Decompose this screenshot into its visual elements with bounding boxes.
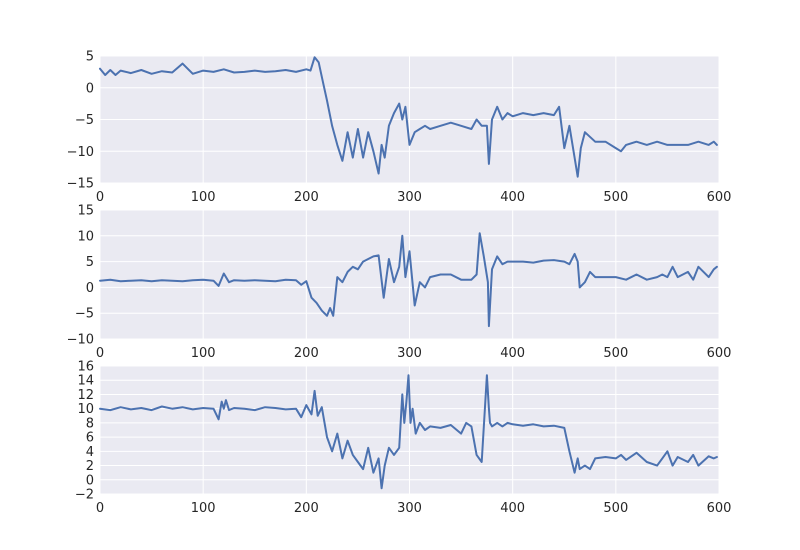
y-tick-label: −15 xyxy=(67,177,94,192)
y-tick-label: 6 xyxy=(86,431,94,446)
x-tick-label: 600 xyxy=(707,190,732,205)
x-tick-label: 100 xyxy=(191,346,216,361)
y-tick-label: −10 xyxy=(67,145,94,160)
series-line xyxy=(99,374,718,490)
y-tick-label: 10 xyxy=(77,229,94,244)
x-tick-label: 300 xyxy=(397,501,422,516)
subplot-2: 0 100 200 300 400 500 600 −10 −5 0 5 10 15 xyxy=(67,204,732,362)
x-tick-label: 400 xyxy=(500,190,525,205)
x-tick-label: 500 xyxy=(603,501,628,516)
y-tick-label: −10 xyxy=(67,333,94,348)
x-tick-label: 0 xyxy=(96,190,104,205)
x-tick-label: 100 xyxy=(191,501,216,516)
y-tick-label: 15 xyxy=(77,204,94,219)
y-tick-label: −2 xyxy=(75,488,94,503)
x-tick-label: 0 xyxy=(96,501,104,516)
y-tick-label: 14 xyxy=(77,374,94,389)
x-tick-label: 200 xyxy=(294,346,319,361)
series-line xyxy=(99,56,718,178)
subplot-1: 0 100 200 300 400 500 600 −15 −10 −5 0 5 xyxy=(67,50,732,206)
x-tick-label: 0 xyxy=(96,346,104,361)
x-tick-label: 400 xyxy=(500,501,525,516)
y-tick-label: −5 xyxy=(75,307,94,322)
x-tick-label: 500 xyxy=(603,190,628,205)
x-tick-label: 500 xyxy=(603,346,628,361)
x-tick-label: 200 xyxy=(294,190,319,205)
y-tick-label: 5 xyxy=(86,255,94,270)
series-line xyxy=(99,232,718,328)
x-tick-label: 600 xyxy=(707,501,732,516)
y-tick-label: 8 xyxy=(86,416,94,431)
x-tick-label: 100 xyxy=(191,190,216,205)
y-tick-label: 4 xyxy=(86,445,94,460)
x-tick-label: 400 xyxy=(500,346,525,361)
y-tick-label: 12 xyxy=(77,388,94,403)
y-tick-label: 5 xyxy=(86,50,94,65)
y-tick-label: 10 xyxy=(77,402,94,417)
y-tick-label: −5 xyxy=(75,113,94,128)
y-tick-label: 0 xyxy=(86,281,94,296)
y-tick-label: 0 xyxy=(86,81,94,96)
x-tick-label: 300 xyxy=(397,190,422,205)
y-tick-label: 0 xyxy=(86,473,94,488)
x-tick-label: 300 xyxy=(397,346,422,361)
x-tick-label: 200 xyxy=(294,501,319,516)
y-tick-label: 2 xyxy=(86,459,94,474)
x-tick-label: 600 xyxy=(707,346,732,361)
y-tick-label: 16 xyxy=(77,360,94,375)
